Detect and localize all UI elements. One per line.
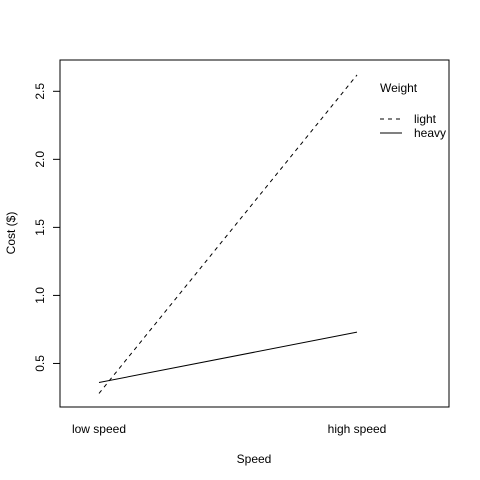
y-axis-label: Cost ($) — [4, 212, 18, 255]
series-lines — [98, 74, 358, 394]
legend-title: Weight — [380, 81, 418, 95]
x-tick-label: high speed — [328, 422, 387, 436]
y-axis: 0.5 1.0 1.5 2.0 2.5 — [33, 83, 61, 372]
legend-label-light: light — [414, 112, 437, 126]
y-tick-label: 2.5 — [33, 83, 47, 100]
y-tick-label: 2.0 — [33, 151, 47, 168]
series-line-heavy — [98, 331, 358, 383]
y-tick-label: 1.5 — [33, 219, 47, 236]
legend-label-heavy: heavy — [414, 126, 446, 140]
y-tick-label: 0.5 — [33, 355, 47, 372]
x-tick-label: low speed — [72, 422, 126, 436]
x-axis-label: Speed — [237, 452, 272, 466]
y-tick-label: 1.0 — [33, 287, 47, 304]
x-tick-labels: low speed high speed — [72, 422, 386, 436]
